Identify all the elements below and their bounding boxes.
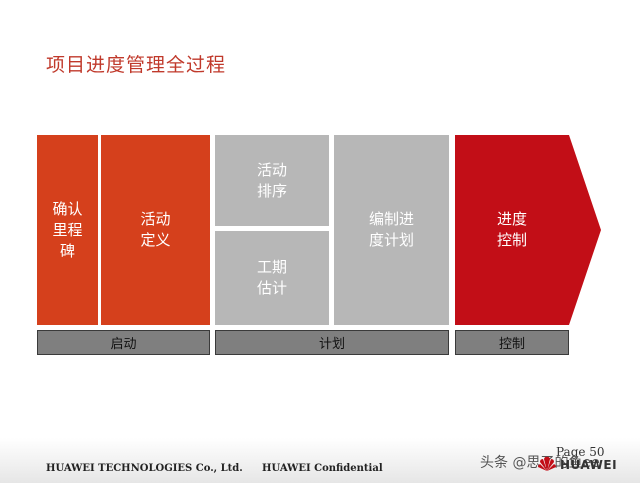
phase-bar-plan: 计划 (215, 330, 449, 355)
block-duration-estimate: 工期 估计 (215, 231, 329, 325)
footer-band (0, 438, 640, 483)
page-number: Page 50 (556, 445, 605, 459)
footer-company: HUAWEI TECHNOLOGIES Co., Ltd. (46, 463, 243, 474)
huawei-logo-icon (538, 456, 556, 471)
block-schedule-control: 进度 控制 (455, 135, 569, 325)
phase-bar-control: 控制 (455, 330, 569, 355)
block-confirm-milestone: 确认 里程 碑 (37, 135, 98, 325)
phase-bar-start: 启动 (37, 330, 210, 355)
footer-confidential: HUAWEI Confidential (262, 463, 383, 474)
arrow-head-icon (569, 135, 601, 325)
block-activity-definition: 活动 定义 (101, 135, 210, 325)
huawei-logo-text: HUAWEI (560, 458, 618, 472)
block-activity-sequencing: 活动 排序 (215, 135, 329, 226)
watermark-text: 头条 @思了的鱼ee (480, 455, 600, 471)
block-schedule-development: 编制进 度计划 (334, 135, 449, 325)
slide-title: 项目进度管理全过程 (46, 54, 227, 76)
